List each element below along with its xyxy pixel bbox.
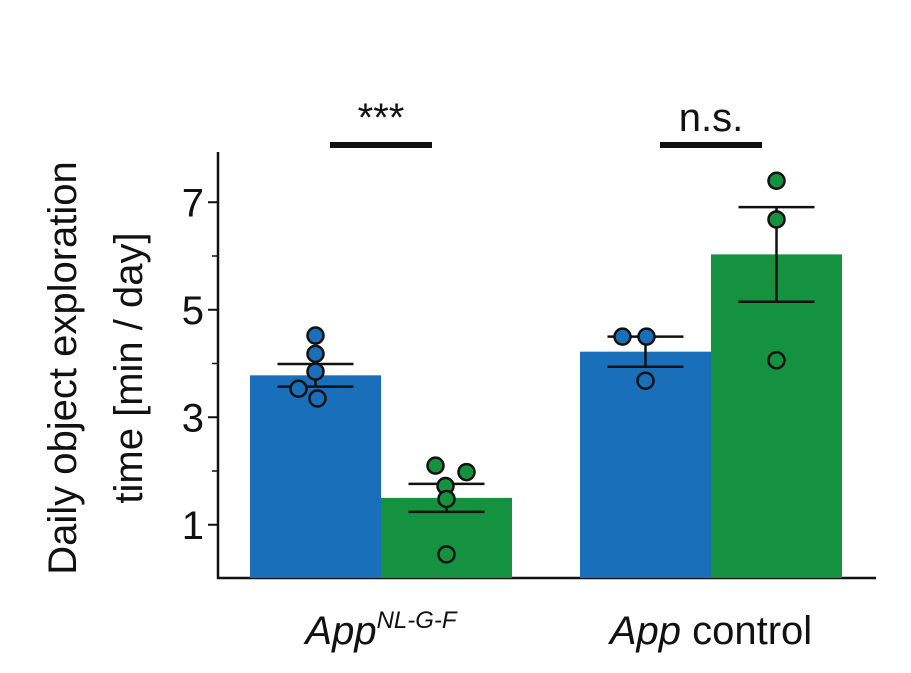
data-points [289, 171, 786, 564]
bar [711, 254, 842, 578]
data-point [306, 362, 325, 381]
x-tick-label-main: App [608, 609, 681, 653]
data-point [767, 210, 786, 229]
bar [250, 375, 381, 578]
data-point [306, 326, 325, 345]
data-point [457, 462, 476, 482]
data-point [306, 344, 325, 364]
y-tick-label: 3 [182, 396, 204, 440]
significance-annotations: *** n.s. [330, 96, 762, 148]
significance-label: n.s. [679, 96, 743, 140]
y-axis-label: Daily object exploration time [min / day… [41, 161, 151, 575]
data-point [308, 389, 327, 408]
data-point [636, 371, 655, 390]
x-tick-label-superscript: NL-G-F [377, 607, 458, 634]
data-point [437, 489, 456, 509]
x-tick-label-rest: control [681, 609, 812, 653]
data-point [437, 545, 456, 564]
x-tick-label: App control [608, 609, 812, 653]
data-point [613, 327, 632, 346]
y-axis-label-line1: Daily object exploration [41, 161, 85, 575]
y-tick-label: 7 [182, 181, 204, 225]
y-axis-label-line2: time [min / day] [107, 232, 151, 503]
data-point [426, 456, 445, 475]
data-point [289, 379, 308, 399]
data-point [767, 171, 786, 190]
error-bars [277, 205, 815, 514]
significance-label: *** [358, 96, 405, 140]
y-tick-label: 5 [182, 289, 204, 333]
data-point [637, 327, 656, 346]
x-tick-label-main: App [303, 609, 376, 653]
x-axis-labels: AppNL-G-F App control [303, 607, 812, 653]
y-tick-label: 1 [182, 504, 204, 548]
x-tick-label: AppNL-G-F [303, 607, 458, 653]
data-point [767, 351, 786, 370]
